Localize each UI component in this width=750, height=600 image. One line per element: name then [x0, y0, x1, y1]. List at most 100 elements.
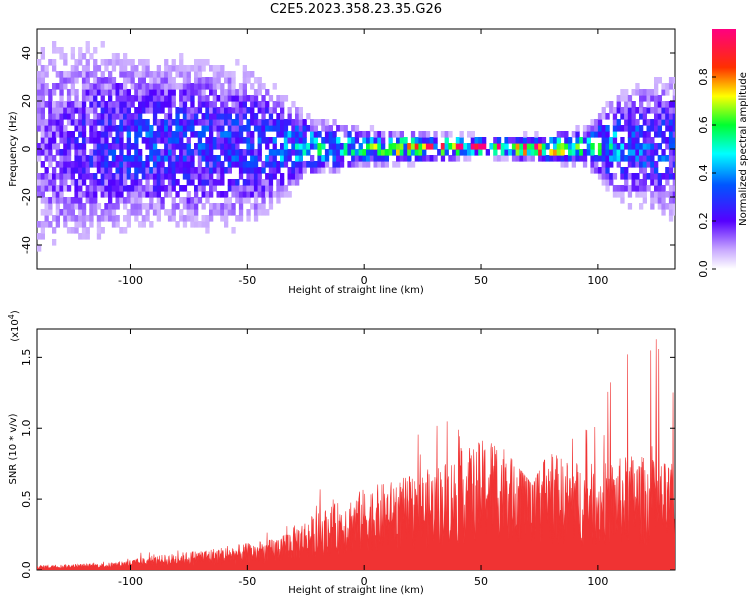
spectrogram-cell: [672, 197, 675, 204]
spectrogram-cell: [171, 203, 176, 210]
spectrogram-cell: [104, 161, 109, 168]
spectrogram-cell: [93, 107, 98, 114]
spectrogram-cell: [261, 191, 266, 198]
spectrogram-cell: [276, 119, 281, 126]
spectrogram-cell: [145, 179, 150, 186]
spectrogram-cell: [70, 215, 75, 222]
spectrogram-cell: [425, 131, 431, 138]
spectrogram-cell: [250, 107, 255, 114]
spectrogram-cell: [276, 113, 281, 120]
spectrogram-cell: [620, 125, 625, 132]
spectrogram-cell: [631, 89, 636, 96]
spectrogram-cell: [605, 131, 610, 138]
spectrogram-cell: [624, 107, 629, 114]
spectrogram-cell: [48, 161, 53, 168]
spectrogram-cell: [141, 65, 146, 72]
spectrogram-cell: [291, 101, 296, 108]
spectrogram-cell: [182, 155, 188, 162]
spectrogram-cell: [661, 203, 666, 210]
y-tick-label: 0.5: [20, 490, 33, 508]
spectrogram-cell: [152, 161, 158, 168]
spectrogram-cell: [205, 173, 210, 180]
spectrogram-cell: [141, 77, 146, 84]
spectrogram-cell: [40, 173, 45, 180]
spectrogram-cell: [313, 131, 318, 138]
spectrogram-cell: [141, 173, 146, 180]
spectrogram-cell: [668, 137, 674, 144]
spectrogram-cell: [646, 125, 651, 132]
spectrogram-cell: [156, 65, 161, 72]
spectrogram-cell: [209, 203, 214, 210]
spectrogram-cell: [295, 107, 300, 114]
spectrogram-cell: [212, 83, 217, 90]
spectrogram-cell: [302, 143, 307, 150]
spectrogram-cell: [141, 83, 146, 90]
spectrogram-cell: [504, 137, 509, 144]
spectrogram-cell: [197, 179, 203, 186]
spectrogram-cell: [403, 149, 408, 156]
spectrogram-cell: [52, 143, 57, 150]
spectrogram-cell: [44, 197, 49, 204]
spectrogram-cell: [156, 77, 161, 84]
spectrogram-cell: [216, 77, 221, 84]
spectrogram-cell: [661, 137, 666, 144]
spectrogram-cell: [661, 113, 666, 120]
spectrogram-x-label: Height of straight line (km): [288, 285, 424, 296]
spectrogram-cell: [530, 137, 535, 144]
spectrogram-cell: [657, 77, 662, 84]
spectrogram-cell: [224, 143, 229, 150]
spectrogram-cell: [78, 71, 83, 78]
spectrogram-cell: [209, 65, 214, 72]
spectrogram-cells: [37, 41, 675, 252]
spectrogram-cell: [209, 143, 214, 150]
spectrogram-cell: [639, 161, 644, 168]
spectrogram-cell: [205, 101, 210, 108]
spectrogram-cell: [194, 113, 199, 120]
spectrogram-cell: [238, 83, 244, 90]
spectrogram-cell: [126, 71, 131, 78]
spectrogram-cell: [478, 137, 483, 144]
spectrogram-cell: [194, 65, 199, 72]
spectrogram-cell: [224, 107, 229, 114]
spectrogram-cell: [104, 119, 109, 126]
spectrogram-cell: [575, 155, 580, 162]
spectrogram-cell: [227, 83, 232, 90]
spectrogram-cell: [227, 89, 232, 96]
spectrogram-cell: [126, 221, 131, 228]
spectrogram-cell: [209, 83, 214, 90]
spectrogram-cell: [156, 215, 161, 222]
spectrogram-cell: [96, 179, 102, 186]
spectrogram-cell: [590, 167, 595, 174]
spectrogram-cell: [235, 215, 240, 222]
spectrogram-cell: [661, 119, 666, 126]
spectrogram-cell: [642, 137, 647, 144]
spectrogram-cell: [257, 173, 262, 180]
spectrogram-cell: [126, 191, 131, 198]
spectrogram-cell: [55, 107, 60, 114]
spectrogram-cell: [433, 137, 438, 144]
spectrogram-cell: [48, 197, 53, 204]
spectrogram-cell: [209, 89, 214, 96]
spectrogram-cell: [444, 143, 449, 150]
spectrogram-cell: [194, 173, 199, 180]
spectrogram-cell: [115, 101, 120, 108]
spectrogram-cell: [332, 149, 337, 156]
spectrogram-cell: [104, 101, 109, 108]
spectrogram-cell: [78, 173, 83, 180]
spectrogram-cell: [134, 167, 139, 174]
spectrogram-cell: [594, 119, 599, 126]
spectrogram-cell: [74, 95, 79, 102]
spectrogram-cell: [463, 149, 468, 156]
spectrogram-cell: [70, 131, 75, 138]
spectrogram-cell: [642, 89, 647, 96]
spectrogram-cell: [298, 125, 303, 132]
spectrogram-cell: [336, 125, 341, 132]
spectrogram-cell: [115, 167, 120, 174]
spectrogram-cell: [399, 149, 404, 156]
spectrogram-cell: [96, 89, 102, 96]
spectrogram-cell: [351, 137, 356, 144]
spectrogram-cell: [104, 131, 109, 138]
spectrogram-cell: [635, 119, 640, 126]
spectrogram-cell: [396, 131, 401, 138]
spectrogram-cell: [74, 71, 79, 78]
